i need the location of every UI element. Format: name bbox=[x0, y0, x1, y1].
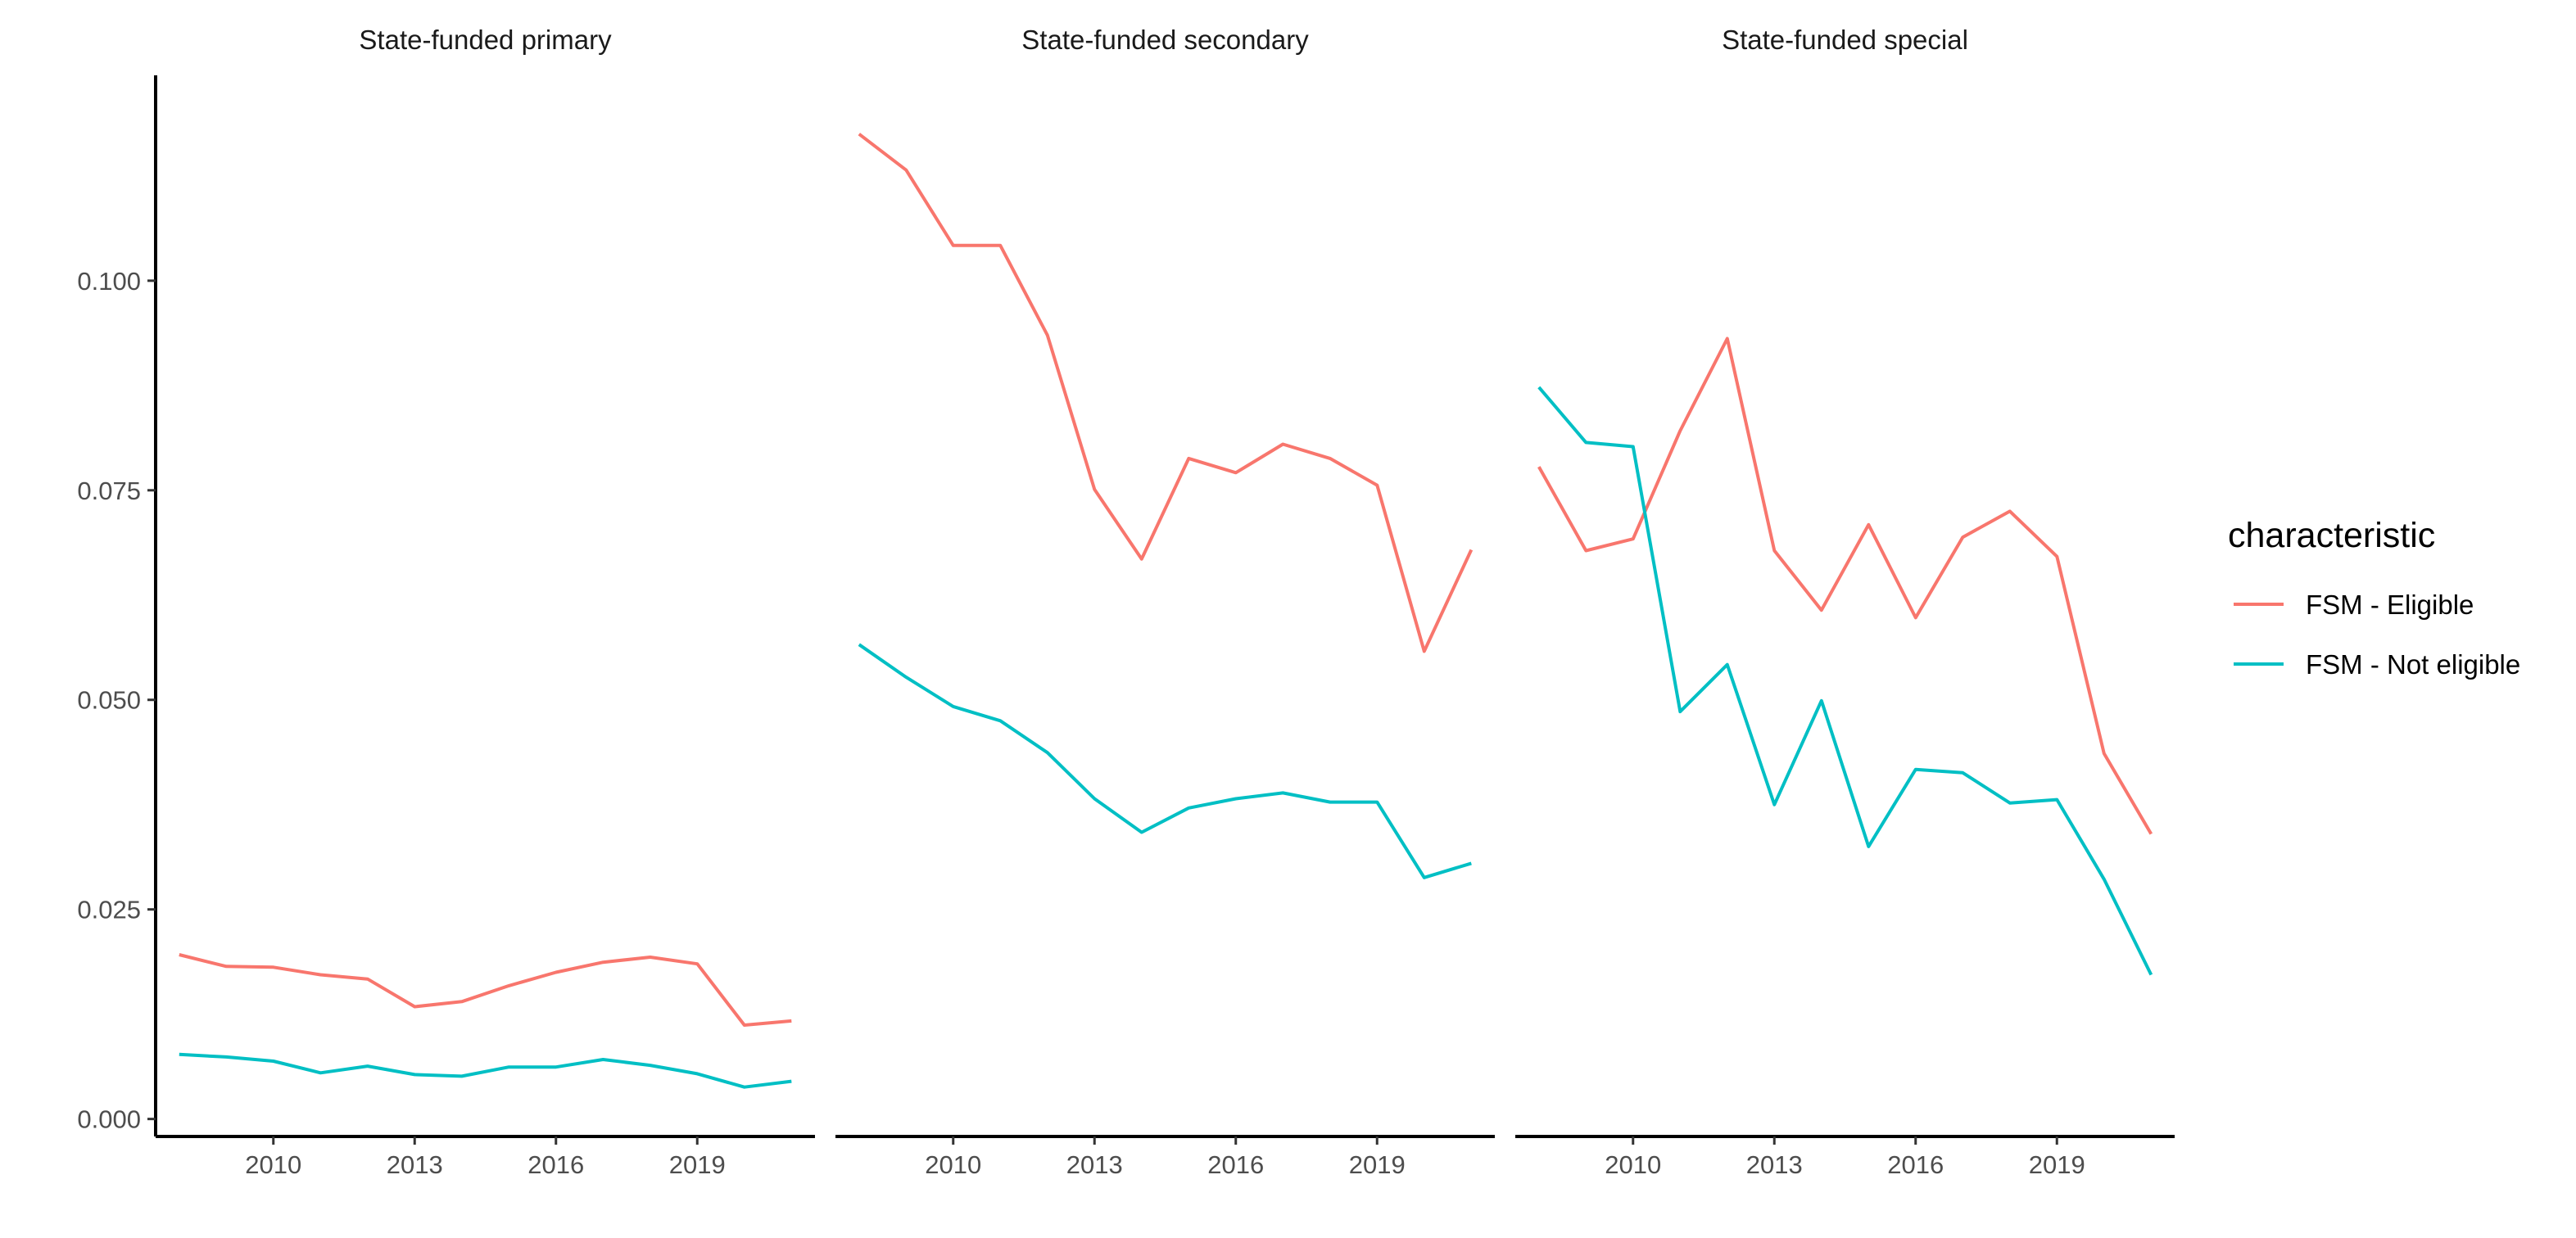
x-tick-label: 2016 bbox=[1887, 1150, 1944, 1179]
y-tick-label: 0.050 bbox=[77, 686, 141, 715]
series-line-fsm-eligible bbox=[858, 133, 1474, 653]
x-tick-label: 2019 bbox=[2029, 1150, 2085, 1179]
series-line-fsm-eligible bbox=[1537, 337, 2153, 835]
y-tick-label: 0.100 bbox=[77, 267, 141, 296]
x-tick-label: 2013 bbox=[1066, 1150, 1123, 1179]
x-tick-label: 2010 bbox=[1605, 1150, 1661, 1179]
legend-item: FSM - Eligible bbox=[2234, 590, 2474, 620]
y-tick-label: 0.025 bbox=[77, 896, 141, 924]
x-tick-label: 2013 bbox=[387, 1150, 443, 1179]
x-tick-label: 2019 bbox=[669, 1150, 726, 1179]
facet-title: State-funded special bbox=[1722, 25, 1968, 55]
x-tick-label: 2010 bbox=[245, 1150, 301, 1179]
facet-panel-2: State-funded secondary 2010 2013 2016 2019 bbox=[835, 25, 1495, 1179]
facet-panels: State-funded primary 2010 2013 2016 2019 0.00… bbox=[77, 25, 2175, 1179]
facet-title: State-funded secondary bbox=[1021, 25, 1309, 55]
legend-label: FSM - Eligible bbox=[2306, 590, 2474, 620]
legend-item: FSM - Not eligible bbox=[2234, 649, 2520, 680]
y-tick-label: 0.075 bbox=[77, 477, 141, 505]
series-line-fsm-not-eligible bbox=[858, 643, 1472, 879]
x-tick-label: 2013 bbox=[1746, 1150, 1803, 1179]
y-tick-label: 0.000 bbox=[77, 1105, 141, 1134]
facet-panel-3: State-funded special 2010 2013 2016 2019 bbox=[1515, 25, 2175, 1179]
legend-label: FSM - Not eligible bbox=[2306, 649, 2520, 680]
x-tick-label: 2016 bbox=[1207, 1150, 1264, 1179]
series-line-fsm-eligible bbox=[179, 953, 792, 1027]
series-line-fsm-not-eligible bbox=[179, 1052, 792, 1089]
legend: characteristic FSM - Eligible FSM - Not el… bbox=[2228, 516, 2520, 680]
legend-title: characteristic bbox=[2228, 516, 2435, 555]
x-tick-label: 2016 bbox=[527, 1150, 584, 1179]
x-tick-label: 2019 bbox=[1349, 1150, 1406, 1179]
x-tick-label: 2010 bbox=[925, 1150, 981, 1179]
series-line-fsm-not-eligible bbox=[1537, 386, 2153, 976]
facet-title: State-funded primary bbox=[359, 25, 612, 55]
facet-panel-1: State-funded primary 2010 2013 2016 2019 0.00… bbox=[77, 25, 815, 1179]
